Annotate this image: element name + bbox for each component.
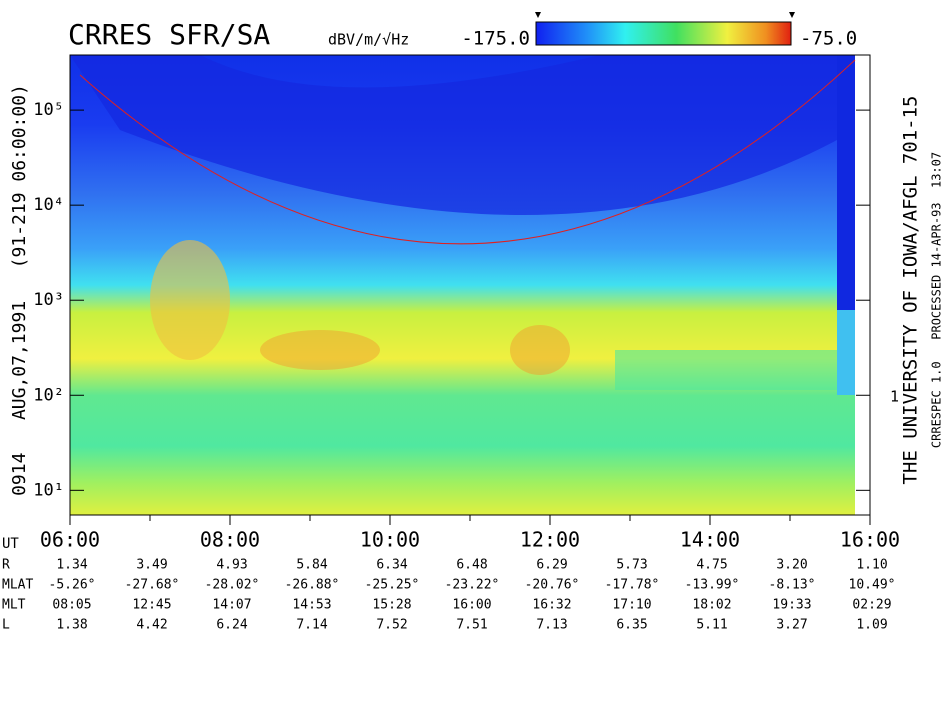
y-tick-label: 10² — [33, 385, 64, 405]
ephemeris-value: 1.09 — [856, 618, 887, 633]
ephemeris-value: -8.13° — [769, 578, 816, 593]
ephemeris-value: 4.42 — [136, 618, 167, 633]
ephemeris-value: 1.10 — [856, 558, 887, 573]
x-tick-label: 08:00 — [200, 528, 260, 552]
ephemeris-value: 15:28 — [372, 598, 411, 613]
colorbar-min: -175.0 — [461, 28, 530, 50]
ephemeris-value: 6.35 — [616, 618, 647, 633]
y-tick-label: 10⁴ — [33, 195, 64, 215]
ephemeris-value: 12:45 — [132, 598, 171, 613]
ephemeris-value: -28.02° — [205, 578, 260, 593]
row-label: MLT — [2, 598, 26, 613]
y-tick-label: 10³ — [33, 290, 64, 310]
ephemeris-value: -23.22° — [445, 578, 500, 593]
ephemeris-value: 7.51 — [456, 618, 487, 633]
ephemeris-value: 6.24 — [216, 618, 247, 633]
ephemeris-value: 3.49 — [136, 558, 167, 573]
ephemeris-value: 19:33 — [772, 598, 811, 613]
ephemeris-value: 16:00 — [452, 598, 491, 613]
ephemeris-value: 6.29 — [536, 558, 567, 573]
ephemeris-value: -17.78° — [605, 578, 660, 593]
title: CRRES SFR/SA — [68, 18, 270, 51]
ephemeris-value: 14:53 — [292, 598, 331, 613]
spectrogram — [70, 55, 856, 515]
ephemeris-value: -27.68° — [125, 578, 180, 593]
ephemeris-value: 3.20 — [776, 558, 807, 573]
ephemeris-value: 5.84 — [296, 558, 327, 573]
ephemeris-value: -25.25° — [365, 578, 420, 593]
ephemeris-value: 4.93 — [216, 558, 247, 573]
ephemeris-value: 14:07 — [212, 598, 251, 613]
ephemeris-value: 10.49° — [849, 578, 896, 593]
row-label: MLAT — [2, 578, 33, 593]
ephemeris-value: -20.76° — [525, 578, 580, 593]
ephemeris-value: -5.26° — [49, 578, 96, 593]
ephemeris-value: 7.14 — [296, 618, 327, 633]
x-tick-label: 10:00 — [360, 528, 420, 552]
ephemeris-value: 5.73 — [616, 558, 647, 573]
ephemeris-value: 6.48 — [456, 558, 487, 573]
ephemeris-value: 7.52 — [376, 618, 407, 633]
x-tick-label: 16:00 — [840, 528, 900, 552]
ut-label: UT — [2, 536, 19, 552]
ephemeris-value: 6.34 — [376, 558, 407, 573]
ephemeris-value: 08:05 — [52, 598, 91, 613]
x-tick-label: 06:00 — [40, 528, 100, 552]
ephemeris-value: 4.75 — [696, 558, 727, 573]
colorbar-max: -75.0 — [800, 28, 857, 50]
right-axis-label: 1 — [890, 388, 899, 406]
ephemeris-value: -26.88° — [285, 578, 340, 593]
ephemeris-value: 3.27 — [776, 618, 807, 633]
row-label: L — [2, 618, 10, 633]
x-tick-label: 12:00 — [520, 528, 580, 552]
y-tick-label: 10¹ — [33, 480, 64, 500]
ephemeris-value: 16:32 — [532, 598, 571, 613]
y-tick-label: 10⁵ — [33, 100, 64, 120]
ephemeris-value: 5.11 — [696, 618, 727, 633]
ephemeris-value: 18:02 — [692, 598, 731, 613]
left-caption: 0914 AUG,07,1991 (91-219 06:00:00) — [9, 84, 30, 496]
right-subcaption: CRRESPEC 1.0 PROCESSED 14-APR-93 13:07 — [930, 152, 944, 448]
colorbar — [535, 21, 792, 46]
x-tick-label: 14:00 — [680, 528, 740, 552]
row-label: R — [2, 558, 10, 573]
ephemeris-value: 02:29 — [852, 598, 891, 613]
colorbar-markers — [535, 12, 795, 18]
ephemeris-value: 17:10 — [612, 598, 651, 613]
ephemeris-value: 7.13 — [536, 618, 567, 633]
ephemeris-value: -13.99° — [685, 578, 740, 593]
ephemeris-value: 1.38 — [56, 618, 87, 633]
units: dBV/m/√Hz — [328, 31, 409, 49]
ephemeris-value: 1.34 — [56, 558, 87, 573]
right-caption: THE UNIVERSITY OF IOWA/AFGL 701-15 — [900, 96, 922, 485]
